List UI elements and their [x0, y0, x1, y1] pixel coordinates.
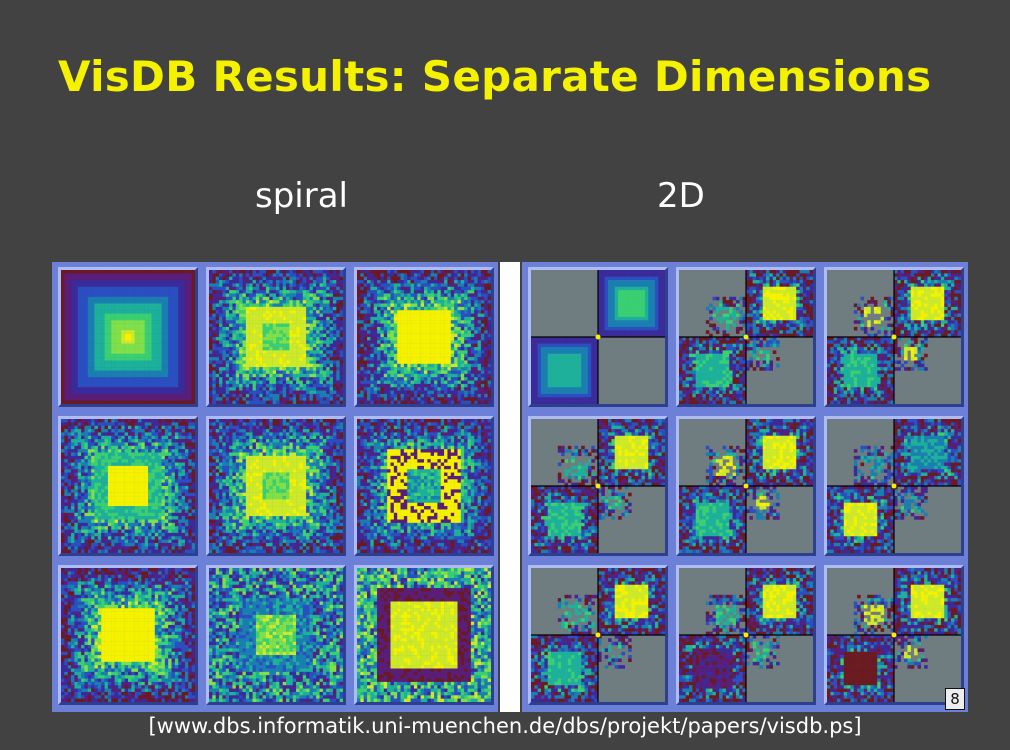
spiral-pixel-plot — [209, 419, 343, 553]
twod-tile-4 — [528, 416, 668, 556]
reference-url: [www.dbs.informatik.uni-muenchen.de/dbs/… — [0, 714, 1010, 738]
twod-pixel-plot — [531, 270, 665, 404]
panel-divider — [500, 262, 520, 712]
twod-tile-9 — [824, 565, 964, 705]
spiral-tile-7 — [58, 565, 198, 705]
spiral-pixel-plot — [209, 568, 343, 702]
twod-pixel-plot — [827, 419, 961, 553]
twod-pixel-plot — [531, 568, 665, 702]
twod-tile-2 — [676, 267, 816, 407]
spiral-pixel-plot — [61, 419, 195, 553]
spiral-pixel-plot — [209, 270, 343, 404]
twod-tile-7 — [528, 565, 668, 705]
slide-title: VisDB Results: Separate Dimensions — [58, 52, 931, 101]
spiral-tile-3 — [354, 267, 494, 407]
twod-tile-8 — [676, 565, 816, 705]
twod-pixel-plot — [679, 568, 813, 702]
spiral-tile-1 — [58, 267, 198, 407]
spiral-tile-9 — [354, 565, 494, 705]
twod-pixel-plot — [679, 270, 813, 404]
spiral-tile-2 — [206, 267, 346, 407]
twod-tile-3 — [824, 267, 964, 407]
twod-tile-5 — [676, 416, 816, 556]
spiral-pixel-plot — [61, 270, 195, 404]
spiral-tile-4 — [58, 416, 198, 556]
twod-tile-1 — [528, 267, 668, 407]
spiral-label: spiral — [255, 176, 348, 216]
twod-pixel-plot — [827, 270, 961, 404]
twod-pixel-plot — [531, 419, 665, 553]
twod-pixel-plot — [679, 419, 813, 553]
twod-label: 2D — [657, 176, 705, 216]
spiral-tile-8 — [206, 565, 346, 705]
twod-tile-6 — [824, 416, 964, 556]
spiral-pixel-plot — [357, 419, 491, 553]
page-number: 8 — [945, 688, 965, 710]
spiral-pixel-plot — [357, 270, 491, 404]
twod-pixel-plot — [827, 568, 961, 702]
spiral-tile-5 — [206, 416, 346, 556]
twod-visualization-grid — [522, 262, 968, 712]
spiral-tile-6 — [354, 416, 494, 556]
spiral-pixel-plot — [61, 568, 195, 702]
spiral-visualization-grid — [52, 262, 498, 712]
spiral-pixel-plot — [357, 568, 491, 702]
